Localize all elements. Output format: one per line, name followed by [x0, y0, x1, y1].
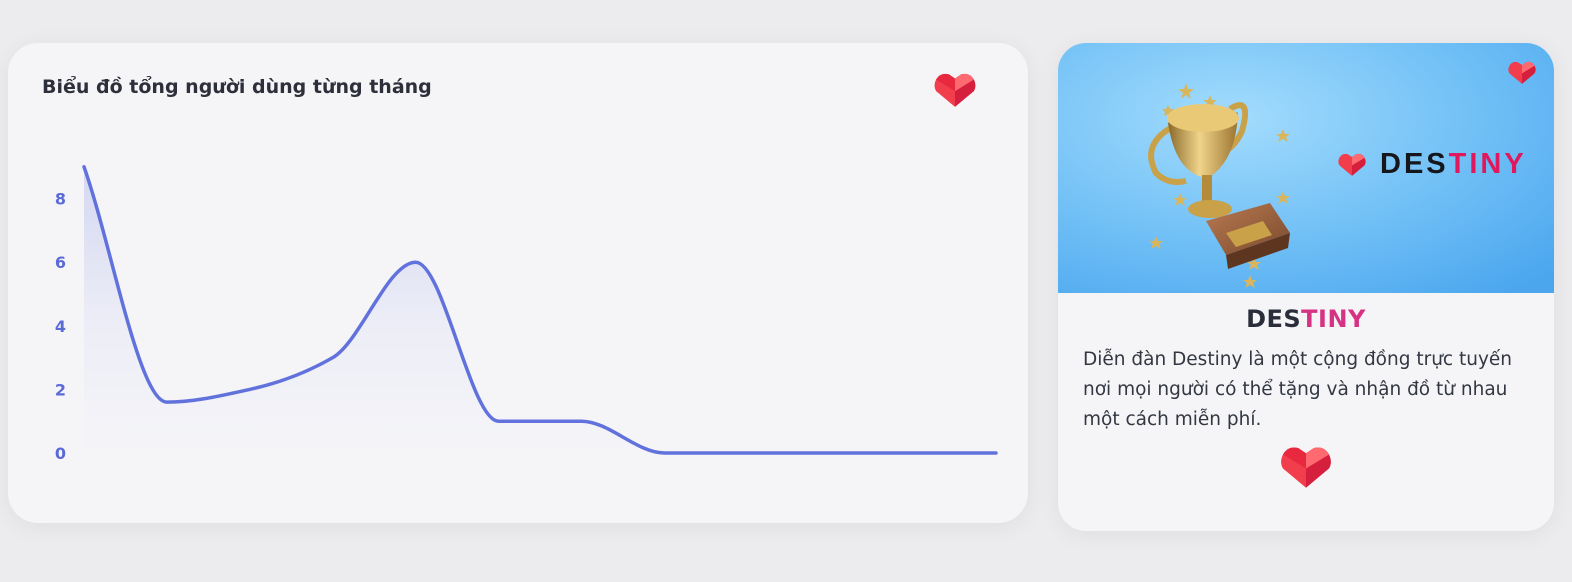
- trophy-banner-image: DES TINY: [1058, 43, 1554, 293]
- brand-title-part1: DES: [1246, 305, 1302, 333]
- series-line: [82, 165, 998, 455]
- brand-title-part2: TINY: [1301, 305, 1366, 333]
- y-tick-label: 4: [55, 317, 66, 336]
- y-tick-label: 0: [55, 444, 66, 463]
- banner-brand-part2: TINY: [1448, 147, 1527, 180]
- monthly-users-chart: 0 2 4 6 8: [55, 165, 998, 463]
- brand-title: DESTINY: [1058, 305, 1554, 333]
- heart-logo-icon: [1508, 61, 1536, 84]
- destiny-promo-card: DES TINY DESTINY Diễn đàn Destiny là một …: [1058, 43, 1554, 531]
- chart-title: Biểu đồ tổng người dùng từng tháng: [42, 76, 432, 98]
- y-tick-label: 6: [55, 253, 66, 272]
- series-area: [84, 166, 996, 454]
- banner-brand-part1: DES: [1380, 147, 1449, 180]
- y-axis-ticks: 0 2 4 6 8: [55, 190, 66, 463]
- trophy-icon: [1058, 43, 1554, 293]
- y-tick-label: 2: [55, 380, 66, 399]
- chart-card: 0 2 4 6 8 Biểu đồ tổng người dùng từng tháng: [8, 43, 1028, 523]
- brand-description: Diễn đàn Destiny là một cộng đồng trực t…: [1083, 349, 1513, 430]
- heart-logo-icon: [934, 73, 976, 107]
- y-tick-label: 8: [55, 190, 66, 209]
- heart-logo-icon: [1338, 153, 1366, 176]
- heart-logo-icon: [1281, 447, 1331, 488]
- banner-brand: DES TINY: [1338, 147, 1527, 181]
